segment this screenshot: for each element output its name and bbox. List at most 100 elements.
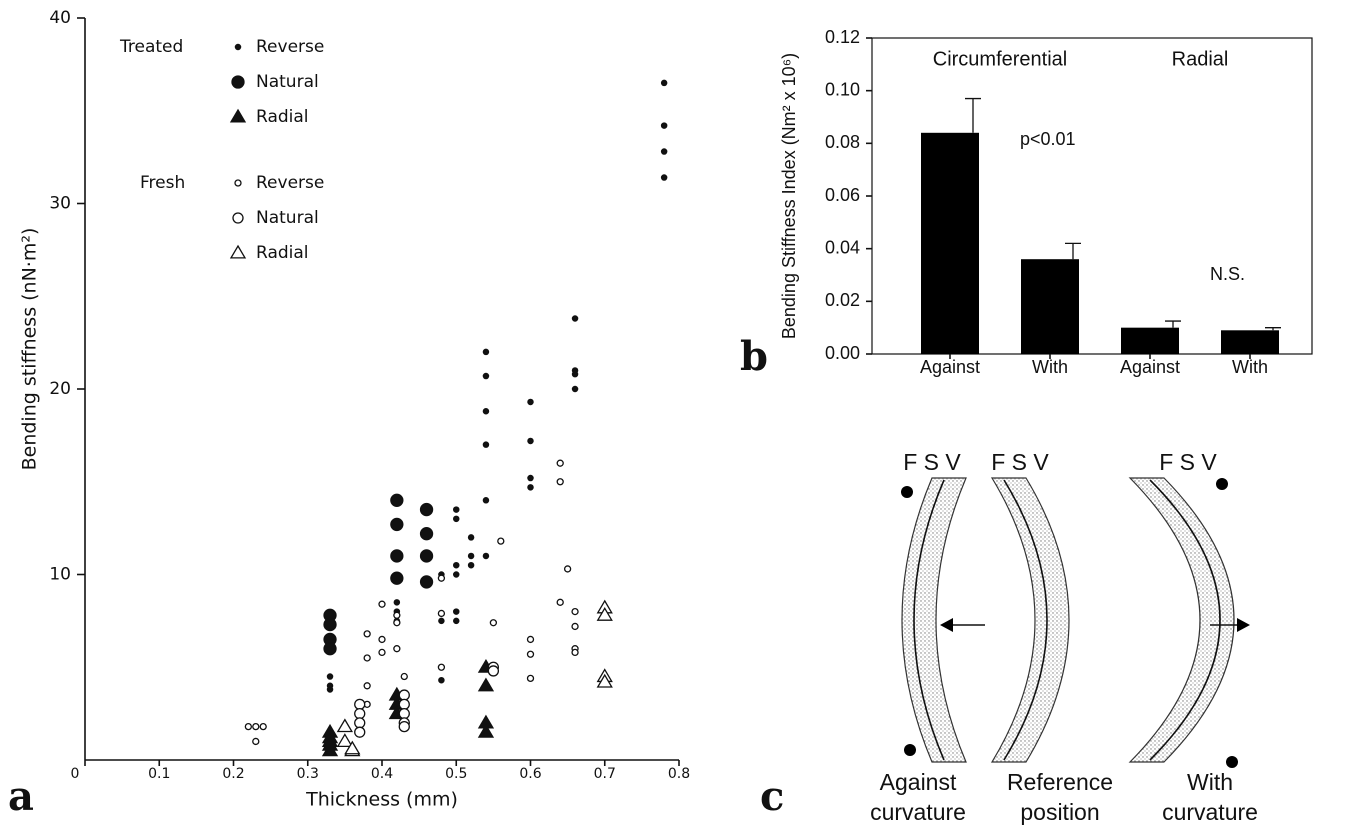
point: [336, 733, 354, 747]
point: [526, 650, 535, 658]
point: [467, 561, 475, 569]
x-tick-label: 0.1: [148, 766, 170, 782]
tissue-strip: [990, 477, 1070, 763]
point: [482, 552, 490, 560]
tissue-strip: [901, 477, 967, 763]
panel-label: a: [8, 773, 34, 820]
y-tick-label: 0.12: [825, 27, 860, 47]
point: [571, 648, 579, 657]
marker-dot: [1226, 756, 1238, 768]
point: [437, 663, 446, 671]
point: [398, 720, 410, 733]
point: [398, 698, 410, 710]
error-bar: [1165, 320, 1181, 328]
point: [527, 484, 534, 491]
tissue-strip: [1128, 477, 1235, 763]
caption: curvature: [1162, 799, 1258, 825]
point: [563, 565, 572, 573]
y-tick-label: 0.10: [825, 79, 860, 99]
arrow-head: [1237, 618, 1250, 632]
point: [526, 674, 535, 683]
point: [354, 717, 366, 729]
x-tick-label: 0.6: [519, 766, 541, 782]
error-bar: [965, 97, 981, 133]
layer-line: [1003, 479, 1048, 761]
point: [390, 517, 404, 532]
y-tick-label: 10: [49, 565, 71, 585]
x-tick-label: 0.7: [594, 766, 616, 782]
point: [378, 635, 386, 644]
point: [252, 737, 260, 746]
caption: position: [1020, 799, 1099, 825]
y-tick-label: 30: [49, 194, 71, 214]
point: [363, 630, 371, 638]
point: [467, 552, 475, 560]
caption: With: [1187, 769, 1233, 795]
legend-label: Radial: [256, 243, 309, 263]
x-tick-label: 0.4: [371, 766, 393, 782]
point: [323, 642, 337, 656]
legend-marker: [231, 75, 245, 89]
point: [323, 617, 337, 632]
point: [452, 561, 460, 569]
marker-dot: [904, 744, 916, 756]
point: [437, 574, 446, 582]
point: [354, 707, 366, 720]
annotation: Circumferential: [933, 48, 1067, 70]
point: [556, 459, 564, 467]
legend-marker: [234, 179, 242, 187]
point: [660, 79, 668, 87]
annotation: N.S.: [1210, 264, 1245, 284]
y-tick-label: 20: [49, 379, 71, 399]
bar: [921, 132, 979, 354]
point: [452, 617, 460, 625]
point: [452, 506, 460, 513]
scatter-panel: 10 20 30 40 0 0.1 0.2 0.3 0.4 0.5 0.6 0.7 0.8 Thickne…: [19, 8, 691, 811]
point: [477, 677, 495, 692]
point: [571, 607, 579, 616]
x-tick-label: 0.5: [445, 766, 467, 782]
point: [419, 527, 434, 541]
point: [393, 645, 401, 653]
legend-label: Natural: [256, 208, 319, 228]
point: [571, 370, 579, 378]
y-tick-label: 0.00: [825, 343, 860, 363]
panel-label: c: [760, 773, 784, 820]
legend-label: Natural: [256, 72, 319, 92]
x-axis-label: Thickness (mm): [305, 789, 458, 811]
point: [596, 607, 613, 621]
error-bar: [1265, 327, 1281, 331]
y-tick-label: 40: [49, 8, 71, 28]
point: [259, 722, 267, 731]
point: [489, 619, 498, 627]
marker-dot: [901, 486, 913, 498]
error-bar: [1065, 242, 1081, 260]
annotation: Radial: [1172, 48, 1229, 70]
x-tick-label: 0: [71, 766, 80, 782]
y-tick-label: 0.04: [825, 237, 860, 257]
point: [363, 654, 371, 662]
point: [571, 385, 579, 393]
layer-line: [913, 479, 945, 761]
point: [252, 722, 260, 731]
point: [393, 619, 401, 627]
point: [660, 174, 668, 181]
point: [336, 718, 354, 733]
legend-group: Treated: [119, 37, 183, 57]
point: [571, 315, 579, 322]
bar-panel: 0.00 0.02 0.04 0.06 0.08 0.10 0.12 Bending Stif…: [779, 27, 1313, 377]
x-tick-label: Against: [920, 357, 980, 377]
point: [400, 672, 408, 681]
point: [390, 493, 404, 507]
caption: Against: [880, 769, 957, 795]
legend-marker: [229, 108, 247, 123]
y-tick-label: 0.06: [825, 185, 860, 205]
arrow-head: [940, 618, 953, 632]
bar: [1021, 259, 1079, 354]
point: [571, 622, 579, 631]
x-tick-label: 0.2: [222, 766, 244, 782]
annotation: p<0.01: [1020, 129, 1076, 149]
point: [393, 611, 401, 619]
layer-label: F S V: [1159, 449, 1217, 475]
point: [596, 673, 613, 688]
